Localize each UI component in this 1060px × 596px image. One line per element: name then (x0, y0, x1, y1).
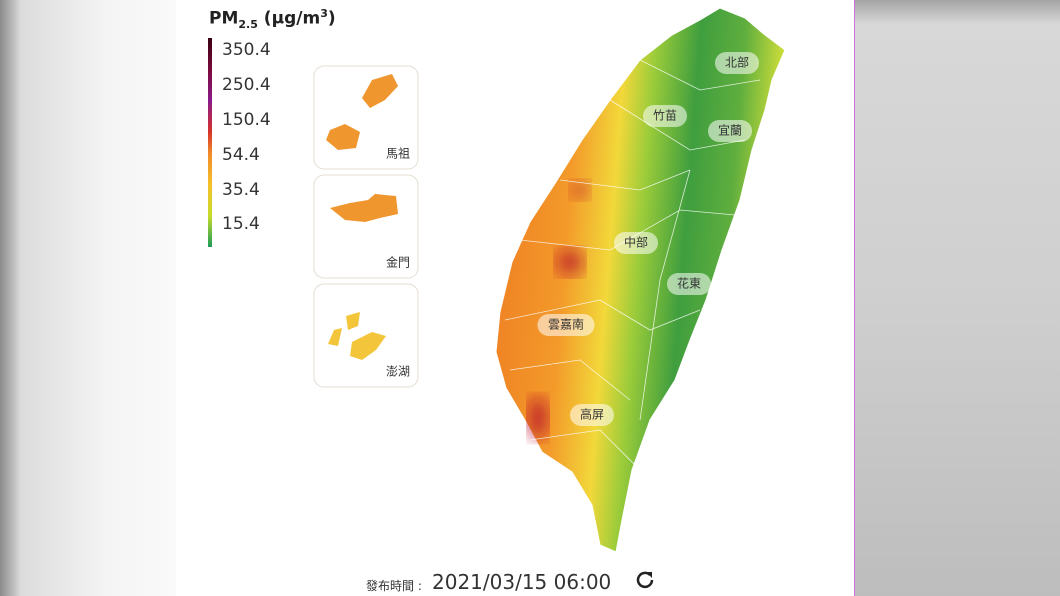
region-pill (614, 232, 658, 254)
region-label: 花東 (677, 276, 701, 291)
refresh-icon[interactable] (636, 571, 654, 589)
refresh-arrow[interactable] (646, 572, 652, 578)
publish-time: 2021/03/15 06:00 (432, 570, 612, 594)
legend-tick-label: 350.4 (222, 40, 271, 60)
legend-tick-label: 250.4 (222, 75, 271, 95)
region-pill (708, 120, 752, 142)
region-label: 宜蘭 (718, 123, 742, 138)
legend-tick-label: 15.4 (222, 214, 260, 234)
publish-label: 發布時間 : (366, 579, 422, 593)
title-sub: 2.5 (238, 18, 258, 32)
region-label: 雲嘉南 (548, 317, 584, 332)
title-text: PM (209, 8, 239, 29)
taiwan-map (495, 7, 786, 553)
inset-label: 金門 (386, 255, 410, 270)
inset-shapes (326, 74, 398, 360)
legend-title: PM2.5 (μg/m3) (209, 7, 336, 31)
hotspot (570, 180, 590, 200)
region-label: 北部 (725, 55, 749, 70)
region-pill (667, 273, 711, 295)
region-label: 高屏 (580, 407, 604, 422)
inset-label: 澎湖 (386, 364, 410, 379)
legend-tick-label: 35.4 (222, 180, 260, 200)
blurred-right (855, 0, 1060, 596)
title-text: (μg/m (257, 8, 321, 29)
title-text: ) (327, 8, 336, 29)
county-borders (504, 59, 761, 471)
region-pill (570, 404, 614, 426)
region-label: 中部 (624, 235, 648, 250)
region-pill (715, 52, 759, 74)
blurred-left (0, 0, 176, 596)
legend-bar (208, 38, 212, 247)
hotspot (528, 396, 548, 440)
hotspot (556, 248, 584, 276)
legend-tick-label: 54.4 (222, 145, 260, 165)
region-label: 竹苗 (653, 109, 677, 123)
legend-tick-label: 150.4 (222, 110, 271, 130)
title-sup: 3 (320, 7, 328, 20)
region-pill (537, 314, 595, 336)
inset-label: 馬祖 (386, 146, 410, 161)
region-pill (643, 105, 687, 127)
